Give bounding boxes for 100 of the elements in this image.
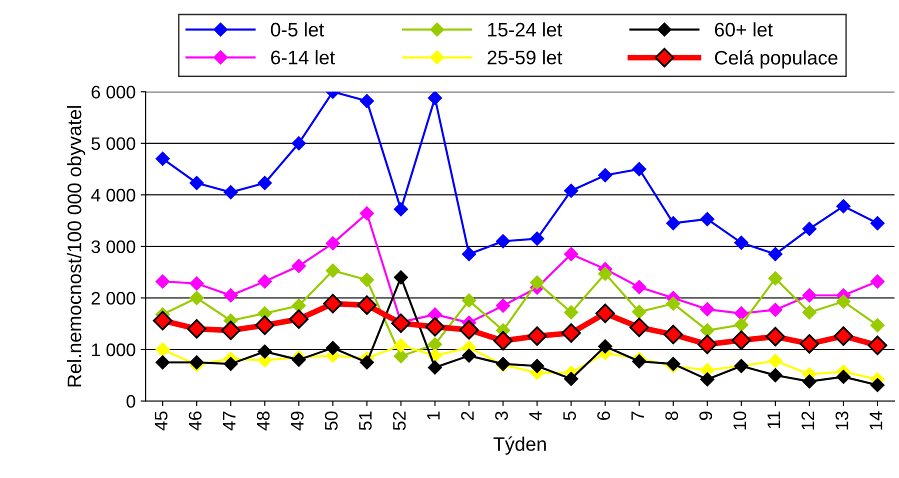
point	[360, 94, 374, 108]
point	[360, 355, 374, 370]
point	[292, 136, 306, 151]
point	[255, 316, 275, 336]
point	[564, 184, 578, 198]
point	[394, 338, 408, 353]
point	[394, 270, 408, 285]
point	[224, 288, 238, 303]
point	[598, 266, 612, 281]
x-tick-label: 49	[290, 412, 304, 430]
point	[734, 236, 749, 250]
x-tick-label: 48	[256, 412, 270, 430]
point	[189, 176, 204, 190]
point	[700, 323, 715, 338]
point	[870, 274, 885, 289]
point	[870, 216, 885, 230]
point	[768, 246, 783, 262]
point	[462, 348, 476, 363]
point	[155, 342, 170, 357]
point	[152, 310, 172, 330]
point	[564, 305, 578, 320]
point	[394, 348, 408, 364]
legend-label: 15-24 let	[488, 22, 562, 37]
point	[394, 202, 408, 217]
point	[323, 294, 343, 314]
point	[632, 162, 646, 176]
point	[496, 298, 510, 313]
point	[561, 323, 581, 343]
point	[868, 336, 888, 356]
point	[768, 354, 783, 368]
x-tick-label: 46	[188, 412, 202, 430]
point	[357, 295, 377, 315]
x-tick-label: 5	[563, 412, 576, 420]
x-tick-label: 11	[768, 412, 780, 428]
y-tick-label: 5 000	[91, 137, 136, 150]
point	[629, 318, 649, 338]
point	[768, 271, 783, 286]
y-tick-label: 1 000	[92, 343, 136, 356]
x-tick-label: 47	[222, 412, 236, 430]
point	[734, 318, 749, 332]
point	[666, 296, 680, 311]
point	[224, 356, 238, 372]
x-tick-label: 13	[836, 412, 848, 430]
point	[155, 355, 170, 370]
x-tick-label: 2	[461, 412, 474, 420]
point	[836, 370, 851, 384]
point	[258, 274, 272, 289]
x-tick-label: 51	[359, 412, 372, 430]
point	[326, 340, 340, 356]
y-tick-label: 0	[126, 394, 136, 408]
x-tick-label: 45	[154, 412, 168, 430]
point	[189, 290, 204, 306]
point	[632, 280, 646, 294]
point	[802, 288, 817, 303]
legend-label: 6-14 let	[271, 50, 335, 64]
point	[462, 293, 476, 308]
point	[836, 198, 851, 214]
point	[870, 378, 885, 392]
point	[428, 92, 442, 106]
point	[391, 313, 411, 333]
x-axis-title: Týden	[493, 436, 546, 455]
point	[834, 326, 854, 346]
legend-label: 60+ let	[714, 22, 773, 37]
y-axis-title: Rel.nemocnost/100 000 obyvatel	[67, 106, 86, 386]
y-tick-label: 3 000	[91, 240, 136, 254]
point	[836, 294, 851, 309]
point	[462, 246, 476, 262]
point	[155, 152, 170, 166]
point	[493, 330, 513, 350]
y-tick-label: 6 000	[92, 86, 136, 98]
point	[527, 326, 547, 346]
point	[766, 326, 786, 346]
x-tick-label: 10	[733, 411, 746, 430]
x-tick-label: 12	[801, 412, 814, 430]
point	[530, 275, 544, 290]
point	[428, 337, 442, 352]
point	[360, 206, 374, 221]
point	[732, 330, 752, 350]
point	[155, 274, 170, 289]
point	[220, 320, 240, 340]
point	[768, 368, 783, 382]
point	[326, 236, 340, 251]
point	[428, 360, 442, 375]
point	[800, 334, 820, 354]
point	[598, 339, 612, 354]
x-tick-label: 8	[665, 412, 678, 420]
point	[189, 276, 204, 291]
x-tick-label: 9	[699, 412, 712, 420]
point	[700, 302, 715, 317]
legend-label: 25-59 let	[488, 50, 562, 64]
point	[530, 231, 544, 246]
point	[292, 258, 306, 274]
point	[360, 272, 374, 288]
point	[734, 306, 749, 321]
point	[802, 305, 817, 320]
x-tick-label: 3	[495, 412, 508, 420]
x-tick-label: 1	[427, 412, 440, 420]
legend-label: 0-5 let	[270, 22, 324, 37]
point	[802, 222, 817, 236]
x-tick-label: 50	[324, 411, 338, 430]
